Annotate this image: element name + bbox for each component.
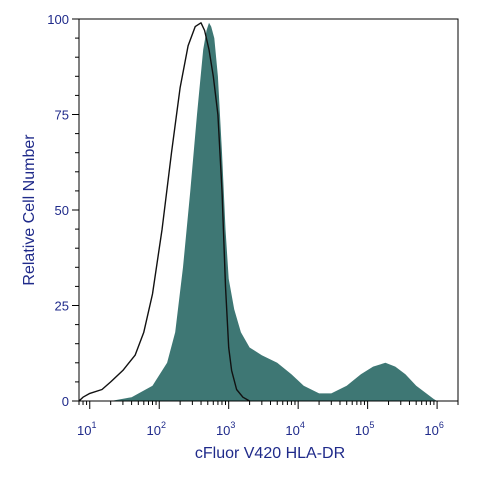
x-axis-title: cFluor V420 HLA-DR	[195, 445, 345, 462]
x-tick-base: 10	[216, 423, 230, 438]
y-tick-label: 0	[62, 394, 69, 409]
x-tick-base: 10	[77, 423, 91, 438]
filled-histogram-series	[110, 22, 438, 402]
x-tick-exponent: 3	[230, 420, 235, 430]
x-axis: 101 102 103 104 105 106	[77, 401, 459, 438]
x-tick-label: 106	[424, 420, 443, 438]
y-axis-title: Relative Cell Number	[21, 134, 38, 286]
x-tick-label: 104	[285, 420, 304, 438]
series-layer	[78, 22, 438, 402]
x-tick-base: 10	[355, 423, 369, 438]
y-tick-label: 50	[55, 203, 69, 218]
x-tick-exponent: 5	[369, 420, 374, 430]
plot-border	[78, 18, 459, 402]
y-tick-label: 25	[55, 299, 69, 314]
plot-frame	[78, 18, 459, 402]
x-tick-base: 10	[424, 423, 438, 438]
outline-histogram-series	[78, 22, 250, 402]
y-tick-label: 100	[47, 12, 69, 27]
x-tick-exponent: 6	[439, 420, 444, 430]
x-tick-label: 102	[146, 420, 165, 438]
x-tick-label: 101	[77, 420, 96, 438]
x-tick-exponent: 4	[300, 420, 305, 430]
x-tick-base: 10	[285, 423, 299, 438]
x-tick-label: 105	[355, 420, 374, 438]
x-tick-exponent: 2	[161, 420, 166, 430]
x-tick-label: 103	[216, 420, 235, 438]
y-tick-label: 75	[55, 108, 69, 123]
x-tick-exponent: 1	[91, 420, 96, 430]
x-tick-base: 10	[146, 423, 160, 438]
y-axis: 0 25 50 75 100	[47, 12, 79, 409]
